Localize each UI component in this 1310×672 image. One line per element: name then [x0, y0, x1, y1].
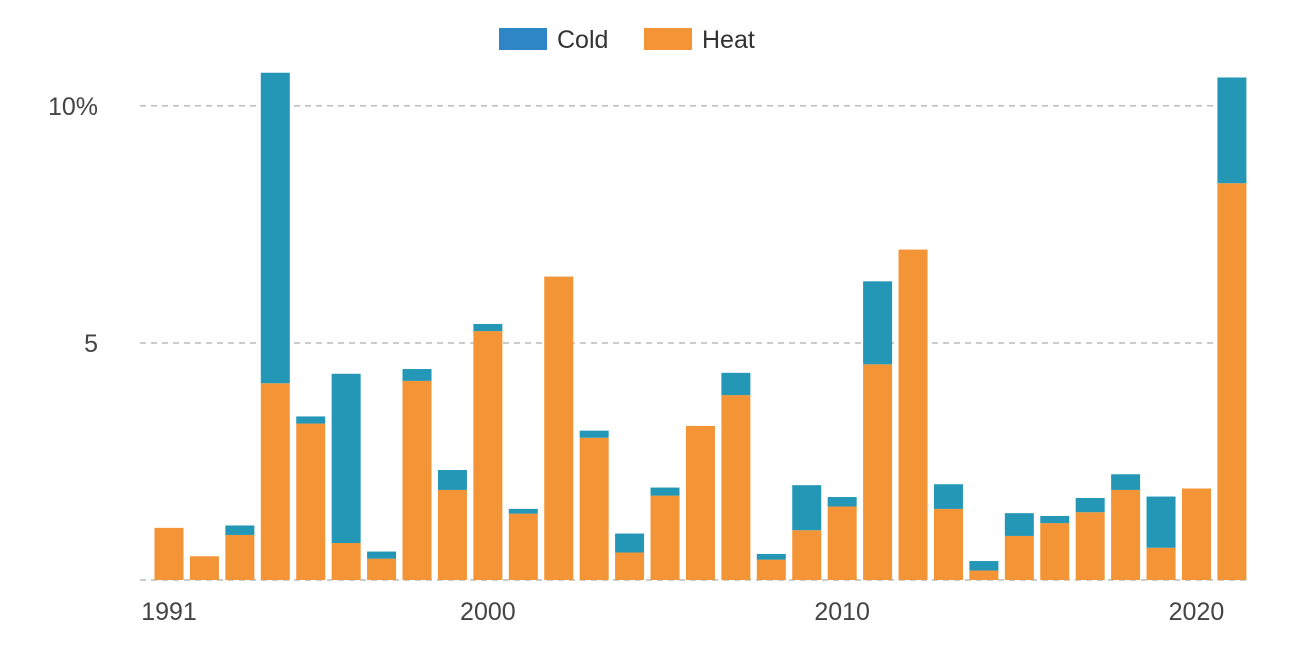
bar-heat-1991	[154, 527, 184, 580]
bar-heat-2008	[756, 559, 786, 580]
bar-cold-2010	[827, 497, 857, 507]
bar-heat-2018	[1111, 489, 1141, 580]
legend-swatch-cold	[499, 28, 547, 50]
legend-label-cold: Cold	[557, 26, 608, 54]
bar-heat-1999	[437, 489, 467, 580]
bar-cold-2014	[969, 561, 999, 571]
x-tick-label: 1991	[141, 598, 197, 626]
legend-swatch-heat	[644, 28, 692, 50]
bar-heat-2004	[615, 552, 645, 580]
bar-cold-2021	[1217, 77, 1247, 184]
bar-cold-2003	[579, 430, 609, 438]
legend: Cold Heat	[499, 26, 755, 54]
bar-heat-2007	[721, 395, 751, 580]
bar-heat-1998	[402, 380, 432, 580]
bar-heat-1993	[225, 534, 255, 580]
bar-heat-2002	[544, 276, 574, 580]
bar-cold-1998	[402, 369, 432, 381]
legend-label-heat: Heat	[702, 26, 755, 54]
bar-cold-1995	[296, 416, 326, 424]
bar-heat-2009	[792, 530, 822, 580]
x-tick-label: 2000	[460, 598, 516, 626]
bar-cold-2005	[650, 487, 680, 496]
bar-cold-2000	[473, 324, 503, 332]
bar-cold-2011	[863, 281, 893, 365]
bar-cold-2007	[721, 372, 751, 396]
bar-cold-1994	[260, 72, 290, 384]
y-tick-label: 10%	[48, 93, 98, 121]
bar-cold-2001	[508, 508, 538, 514]
bar-heat-2016	[1040, 523, 1070, 580]
x-tick-label: 2020	[1169, 598, 1225, 626]
bar-heat-2014	[969, 570, 999, 580]
bar-heat-2010	[827, 506, 857, 580]
bar-cold-2018	[1111, 474, 1141, 490]
y-tick-label: 5	[84, 330, 98, 358]
bar-heat-2000	[473, 331, 503, 580]
bars	[154, 72, 1247, 580]
bar-cold-1993	[225, 525, 255, 535]
bar-cold-2004	[615, 533, 645, 553]
bar-heat-1997	[367, 558, 397, 580]
bar-heat-2001	[508, 513, 538, 580]
bar-cold-2009	[792, 485, 822, 531]
bar-heat-2019	[1146, 547, 1176, 580]
bar-heat-2013	[933, 508, 963, 580]
bar-cold-1999	[437, 470, 467, 490]
bar-heat-2005	[650, 495, 680, 580]
bar-heat-2012	[898, 249, 928, 580]
y-axis: 5 10%	[48, 93, 98, 358]
bar-heat-2015	[1004, 535, 1034, 580]
bar-cold-1996	[331, 373, 361, 544]
bar-heat-1996	[331, 543, 361, 580]
bar-cold-2008	[756, 553, 786, 560]
bar-heat-2017	[1075, 512, 1105, 580]
bar-heat-1994	[260, 383, 290, 580]
bar-heat-2003	[579, 437, 609, 580]
bar-cold-1997	[367, 551, 397, 559]
bar-heat-2020	[1181, 488, 1211, 580]
bar-heat-1992	[189, 556, 219, 580]
bar-cold-2015	[1004, 513, 1034, 536]
bar-heat-2011	[863, 364, 893, 580]
x-axis: 1991 2000 2010 2020	[141, 598, 1224, 626]
bar-cold-2013	[933, 484, 963, 509]
bar-cold-2017	[1075, 497, 1105, 513]
bar-heat-2006	[685, 425, 715, 580]
bar-heat-2021	[1217, 183, 1247, 580]
x-tick-label: 2010	[814, 598, 870, 626]
bar-cold-2019	[1146, 496, 1176, 548]
bar-heat-1995	[296, 423, 326, 580]
bar-cold-2016	[1040, 516, 1070, 524]
